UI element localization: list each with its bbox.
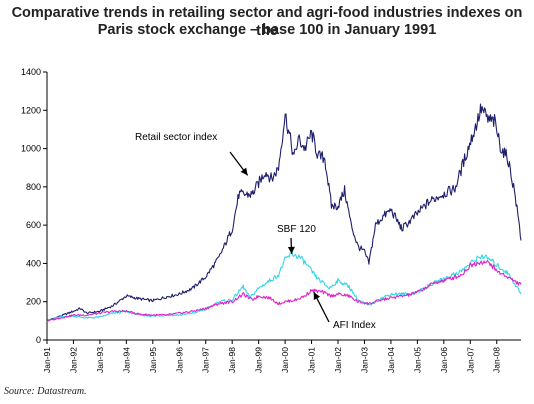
x-tick-label: Jan-00 (280, 347, 290, 373)
series-line-afi-index (46, 260, 522, 322)
chart-annotations: Retail sector index SBF 120 AFI Index (135, 132, 376, 331)
y-tick-label: 200 (26, 297, 41, 307)
annotation-arrowhead (313, 292, 321, 300)
y-tick-label: 0 (36, 335, 41, 345)
x-tick-label: Jan-91 (42, 347, 52, 373)
chart-series (46, 103, 522, 323)
y-tick-label: 400 (26, 258, 41, 268)
x-tick-label: Jan-08 (492, 347, 502, 373)
x-tick-label: Jan-99 (254, 347, 264, 373)
annotation-label: Retail sector index (135, 132, 217, 143)
x-tick-label: Jan-94 (121, 347, 131, 373)
x-tick-label: Jan-92 (68, 347, 78, 373)
series-line-retail-sector-index (46, 103, 522, 322)
x-tick-label: Jan-95 (148, 347, 158, 373)
x-tick-label: Jan-98 (227, 347, 237, 373)
annotation-label: SBF 120 (277, 224, 316, 235)
source-note: Source: Datastream. (4, 386, 87, 397)
x-tick-label: Jan-06 (439, 347, 449, 373)
y-tick-label: 600 (26, 220, 41, 230)
chart-title-line-1: Comparative trends in retailing sector a… (11, 5, 523, 39)
x-tick-label: Jan-04 (386, 347, 396, 373)
y-tick-label: 1200 (21, 105, 41, 115)
x-tick-label: Jan-97 (201, 347, 211, 373)
annotation-arrowhead (287, 246, 295, 254)
x-tick-label: Jan-96 (174, 347, 184, 373)
x-tick-label: Jan-07 (465, 347, 475, 373)
x-tick-label: Jan-93 (95, 347, 105, 373)
y-tick-label: 800 (26, 182, 41, 192)
chart-title-line-2: Paris stock exchange – base 100 in Janua… (97, 22, 437, 38)
x-tick-label: Jan-03 (359, 347, 369, 373)
chart-axes: 0 200 400 600 800 1000 1200 1400 Jan-91 Jan-92 Jan… (21, 67, 521, 373)
annotation-arrowhead (240, 167, 248, 176)
y-tick-label: 1400 (21, 67, 41, 77)
y-tick-label: 1000 (21, 144, 41, 154)
annotation-label: AFI Index (333, 320, 376, 331)
x-tick-label: Jan-01 (307, 347, 317, 373)
x-tick-label: Jan-05 (412, 347, 422, 373)
x-tick-label: Jan-02 (333, 347, 343, 373)
